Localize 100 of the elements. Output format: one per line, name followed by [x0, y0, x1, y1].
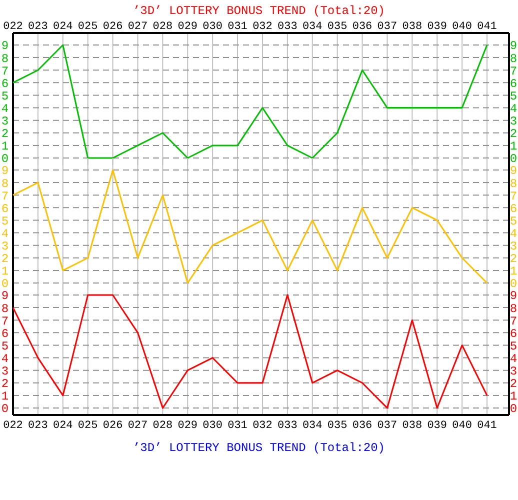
y-tick-label: 6: [1, 76, 9, 91]
y2-tick-label: 8: [510, 52, 518, 66]
y2-tick-label: 7: [510, 64, 518, 78]
x-tick-label: 024: [52, 420, 74, 432]
y2-tick-label: 1: [510, 264, 518, 279]
y-tick-label: 5: [1, 89, 9, 104]
y2-tick-label: 0: [510, 402, 518, 416]
y-tick-label: 4: [1, 226, 9, 241]
y2-tick-label: 3: [510, 364, 518, 379]
y-tick-label: 2: [1, 377, 9, 392]
y2-tick-label: 5: [510, 214, 518, 228]
x-tick-label: 023: [28, 420, 48, 432]
y2-tick-label: 1: [510, 390, 518, 404]
y-tick-label: 7: [1, 314, 9, 328]
y-tick-label: 3: [1, 364, 9, 379]
line-series: [12, 294, 488, 409]
y2-tick-label: 8: [510, 176, 518, 191]
text: ’3D’ LOTTERY BONUS TREND (Total:20): [132, 441, 386, 455]
y2-tick-label: 9: [510, 289, 518, 304]
y-tick-label: 4: [1, 352, 9, 366]
x-tick-label: 036: [352, 420, 372, 432]
y-tick-label: 0: [1, 152, 9, 166]
x-tick-label: 025: [78, 21, 98, 33]
y-tick-label: 2: [1, 252, 9, 266]
y-tick-label: 4: [1, 102, 9, 116]
y2-tick-label: 3: [510, 240, 518, 254]
x-tick-label: 027: [128, 21, 148, 33]
x-tick-label: 032: [252, 21, 272, 33]
y2-tick-label: 4: [510, 102, 518, 116]
chart-title: ’3D’ LOTTERY BONUS TREND (Total:20): [132, 4, 386, 18]
y2-tick-label: 7: [510, 314, 518, 328]
y2-tick-label: 3: [510, 114, 518, 129]
y2-tick-label: 2: [510, 127, 518, 142]
y2-tick-label: 5: [510, 339, 518, 354]
y2-tick-label: 5: [510, 89, 518, 104]
x-tick-label: 030: [202, 420, 222, 432]
x-tick-label: 037: [377, 420, 398, 432]
x-tick-label: 036: [352, 21, 372, 33]
y2-tick-label: 6: [510, 326, 518, 341]
y2-tick-label: 0: [510, 277, 518, 292]
y2-tick-label: 4: [510, 352, 518, 366]
y-tick-label: 9: [1, 289, 9, 304]
y2-tick-label: 2: [510, 252, 518, 266]
x-tick-label: 037: [377, 21, 398, 33]
y-tick-label: 8: [1, 176, 9, 191]
x-tick-label: 039: [427, 21, 448, 33]
y-tick-label: 5: [1, 214, 9, 228]
y-tick-label: 2: [1, 127, 9, 142]
y2-tick-label: 9: [510, 164, 518, 178]
x-tick-label: 033: [278, 21, 298, 33]
y-tick-label: 7: [1, 64, 9, 78]
x-tick-label: 030: [202, 21, 222, 33]
line-series: [12, 169, 488, 284]
x-tick-label: 022: [3, 21, 23, 33]
x-tick-label: 025: [78, 420, 98, 432]
y-tick-label: 3: [1, 240, 9, 254]
x-tick-label: 029: [178, 21, 198, 33]
x-tick-label: 029: [178, 420, 198, 432]
y-tick-label: 1: [1, 140, 9, 154]
x-tick-label: 040: [452, 420, 472, 432]
x-tick-label: 024: [52, 21, 74, 33]
x-tick-label: 031: [228, 420, 248, 432]
x-tick-label: 041: [477, 420, 498, 432]
y-tick-label: 0: [1, 277, 9, 292]
x-tick-label: 022: [3, 420, 23, 432]
x-tick-label: 035: [327, 21, 348, 33]
x-tick-label: 040: [452, 21, 472, 33]
x-tick-label: 041: [477, 21, 498, 33]
x-tick-label: 032: [252, 420, 272, 432]
x-tick-label: 026: [102, 21, 123, 33]
y2-tick-label: 8: [510, 302, 518, 316]
x-tick-label: 028: [152, 420, 173, 432]
y-tick-label: 6: [1, 326, 9, 341]
y-tick-label: 8: [1, 52, 9, 66]
y2-tick-label: 1: [510, 140, 518, 154]
x-tick-label: 023: [28, 21, 48, 33]
x-tick-label: 034: [302, 21, 323, 33]
x-tick-label: 028: [152, 21, 173, 33]
x-tick-label: 033: [278, 420, 298, 432]
y2-tick-label: 6: [510, 76, 518, 91]
y-tick-label: 5: [1, 339, 9, 354]
y-tick-label: 6: [1, 202, 9, 216]
x-tick-label: 035: [327, 420, 348, 432]
y-tick-label: 9: [1, 39, 9, 54]
y-tick-label: 1: [1, 390, 9, 404]
x-tick-label: 038: [402, 420, 422, 432]
y-tick-label: 1: [1, 264, 9, 279]
x-tick-label: 039: [427, 420, 448, 432]
x-tick-label: 038: [402, 21, 422, 33]
x-tick-label: 026: [102, 420, 123, 432]
y2-tick-label: 9: [510, 39, 518, 54]
y-tick-label: 0: [1, 402, 9, 416]
x-tick-label: 034: [302, 420, 323, 432]
y2-tick-label: 4: [510, 226, 518, 241]
y2-tick-label: 7: [510, 189, 518, 204]
x-tick-label: 031: [228, 21, 248, 33]
y-tick-label: 8: [1, 302, 9, 316]
line-series: [12, 44, 488, 159]
y-tick-label: 3: [1, 114, 9, 129]
y2-tick-label: 0: [510, 152, 518, 166]
